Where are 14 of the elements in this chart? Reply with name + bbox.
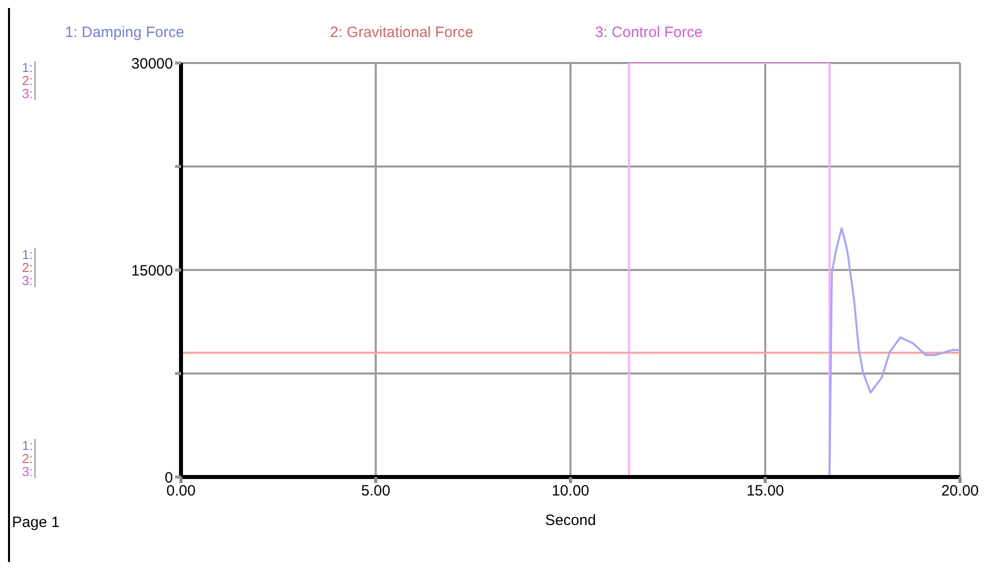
text: 1: Damping Force [65, 24, 186, 41]
text: 2: Gravitational Force [330, 24, 474, 41]
axis-key: 1: 2: 3: [22, 61, 36, 100]
x-tick-label: 15.00 [746, 482, 784, 500]
text: Page 1 [12, 514, 60, 531]
x-axis-title: Second [545, 512, 596, 529]
series-label: 3: Control Force [595, 24, 704, 41]
axis-key: 1: 2: 3: [22, 439, 36, 478]
x-tick-label: 20.00 [941, 482, 979, 500]
axis-key: 1: 2: 3: [22, 248, 36, 287]
x-tick-label: 10.00 [552, 482, 590, 500]
y-tick-label: 30000 [131, 55, 173, 72]
y-tick-label: 15000 [131, 262, 173, 280]
x-tick-label: 5.00 [361, 482, 390, 500]
